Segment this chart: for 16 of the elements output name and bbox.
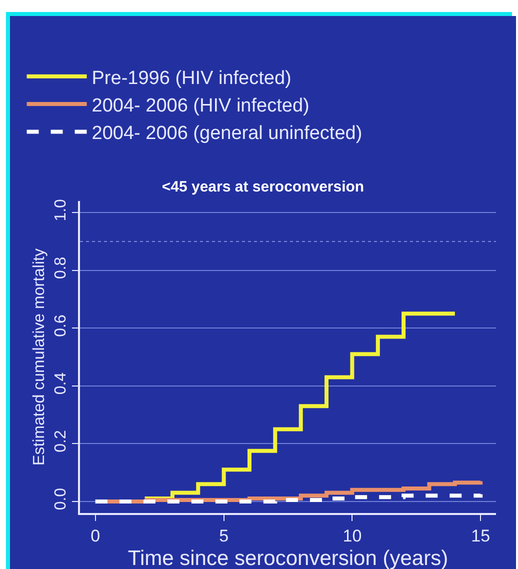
chart-title: <45 years at seroconversion (162, 178, 364, 196)
y-axis-title: Estimated cumulative mortality (31, 248, 48, 466)
x-axis-title: Time since seroconversion (years) (128, 547, 448, 569)
y-tick-label: 0.0 (52, 488, 70, 510)
y-tick-label: 0.2 (52, 430, 70, 452)
legend-label: 2004- 2006 (general uninfected) (92, 123, 362, 144)
y-tick-label: 0.4 (52, 372, 70, 395)
x-tick-label: 5 (219, 526, 229, 546)
y-tick-label: 0.6 (52, 314, 70, 337)
legend-label: Pre-1996 (HIV infected) (92, 68, 292, 89)
x-tick-label: 15 (471, 526, 490, 546)
x-tick-label: 10 (342, 526, 362, 546)
y-tick-label: 0.8 (52, 256, 70, 280)
legend-label: 2004- 2006 (HIV infected) (92, 95, 310, 116)
x-tick-label: 0 (90, 526, 100, 546)
y-tick-label: 1.0 (52, 198, 70, 222)
